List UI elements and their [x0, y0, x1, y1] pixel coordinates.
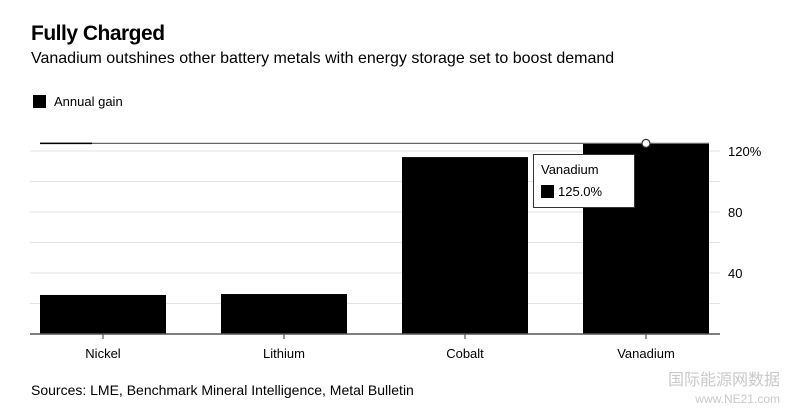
legend-swatch [33, 95, 46, 108]
x-tick-label: Lithium [263, 346, 305, 361]
source-note: Sources: LME, Benchmark Mineral Intellig… [31, 382, 414, 398]
bar-lithium [221, 294, 347, 334]
y-tick-label: 80 [728, 205, 742, 220]
bar-cobalt [402, 157, 528, 334]
x-tick-label: Cobalt [446, 346, 484, 361]
y-tick-label: 120% [728, 144, 762, 159]
tooltip-category: Vanadium [541, 162, 599, 177]
bar-nickel [40, 294, 166, 334]
legend-label: Annual gain [54, 94, 123, 109]
tooltip: Vanadium 125.0% [533, 154, 635, 208]
x-tick-label: Nickel [85, 346, 121, 361]
y-tick-label: 40 [728, 266, 742, 281]
watermark: 国际能源网数据 www.NE21.com [667, 372, 780, 406]
tooltip-swatch [541, 185, 554, 198]
x-tick-label: Vanadium [617, 346, 675, 361]
hover-marker [641, 138, 651, 148]
legend: Annual gain [33, 94, 123, 109]
tooltip-value: 125.0% [558, 184, 603, 199]
chart-subtitle: Vanadium outshines other battery metals … [31, 50, 615, 67]
chart-title: Fully Charged [31, 22, 165, 45]
